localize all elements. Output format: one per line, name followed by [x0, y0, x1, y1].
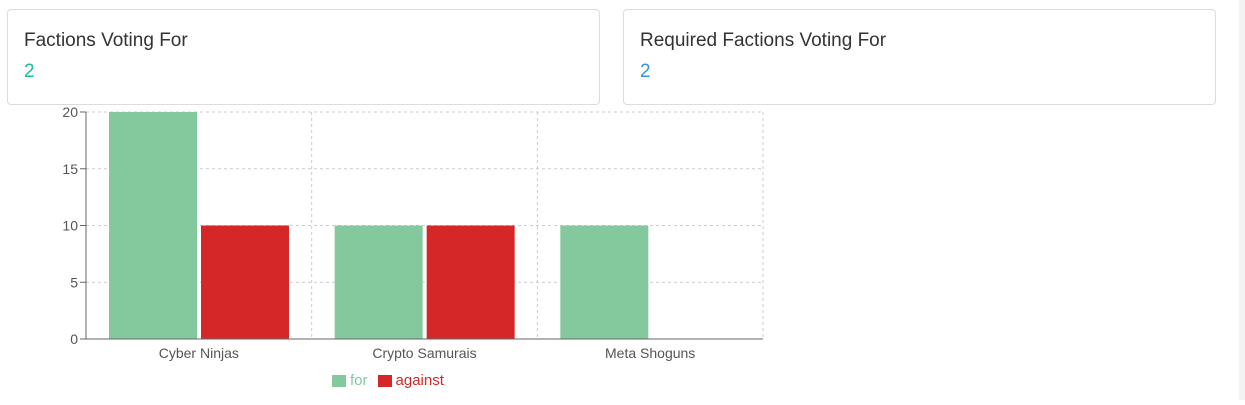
bar-for [334, 225, 423, 339]
factions-voting-for-card: Factions Voting For 2 [7, 9, 600, 105]
required-factions-voting-for-card: Required Factions Voting For 2 [623, 9, 1216, 105]
y-tick-label: 15 [62, 161, 78, 177]
legend-label: against [395, 372, 444, 389]
legend-label: for [350, 372, 368, 389]
card-value: 2 [24, 61, 35, 82]
y-tick-label: 0 [70, 331, 78, 347]
bar-for [109, 112, 197, 339]
y-tick-label: 10 [62, 218, 78, 234]
card-title: Required Factions Voting For [640, 30, 887, 51]
legend-swatch [332, 374, 346, 387]
y-tick-label: 20 [62, 104, 78, 120]
scrollbar-track[interactable] [1239, 0, 1245, 400]
bar-against [201, 225, 289, 339]
x-tick-label: Cyber Ninjas [159, 345, 239, 361]
faction-votes-chart: Cyber Ninjas Crypto Samurais Meta Shoguns 0… [0, 100, 800, 400]
chart-legend: for against [332, 372, 454, 389]
legend-swatch [377, 374, 392, 387]
card-value: 2 [640, 61, 651, 82]
card-title: Factions Voting For [24, 30, 188, 51]
bar-chart: Cyber Ninjas Crypto Samurais Meta Shoguns 0… [62, 104, 764, 361]
x-tick-label: Meta Shoguns [605, 345, 695, 361]
x-tick-label: Crypto Samurais [372, 345, 476, 361]
y-tick-label: 5 [70, 274, 78, 290]
legend-item-for[interactable]: for [332, 372, 368, 389]
legend-item-against[interactable]: against [377, 372, 444, 389]
bar-against [426, 225, 515, 339]
bar-for [560, 225, 649, 339]
